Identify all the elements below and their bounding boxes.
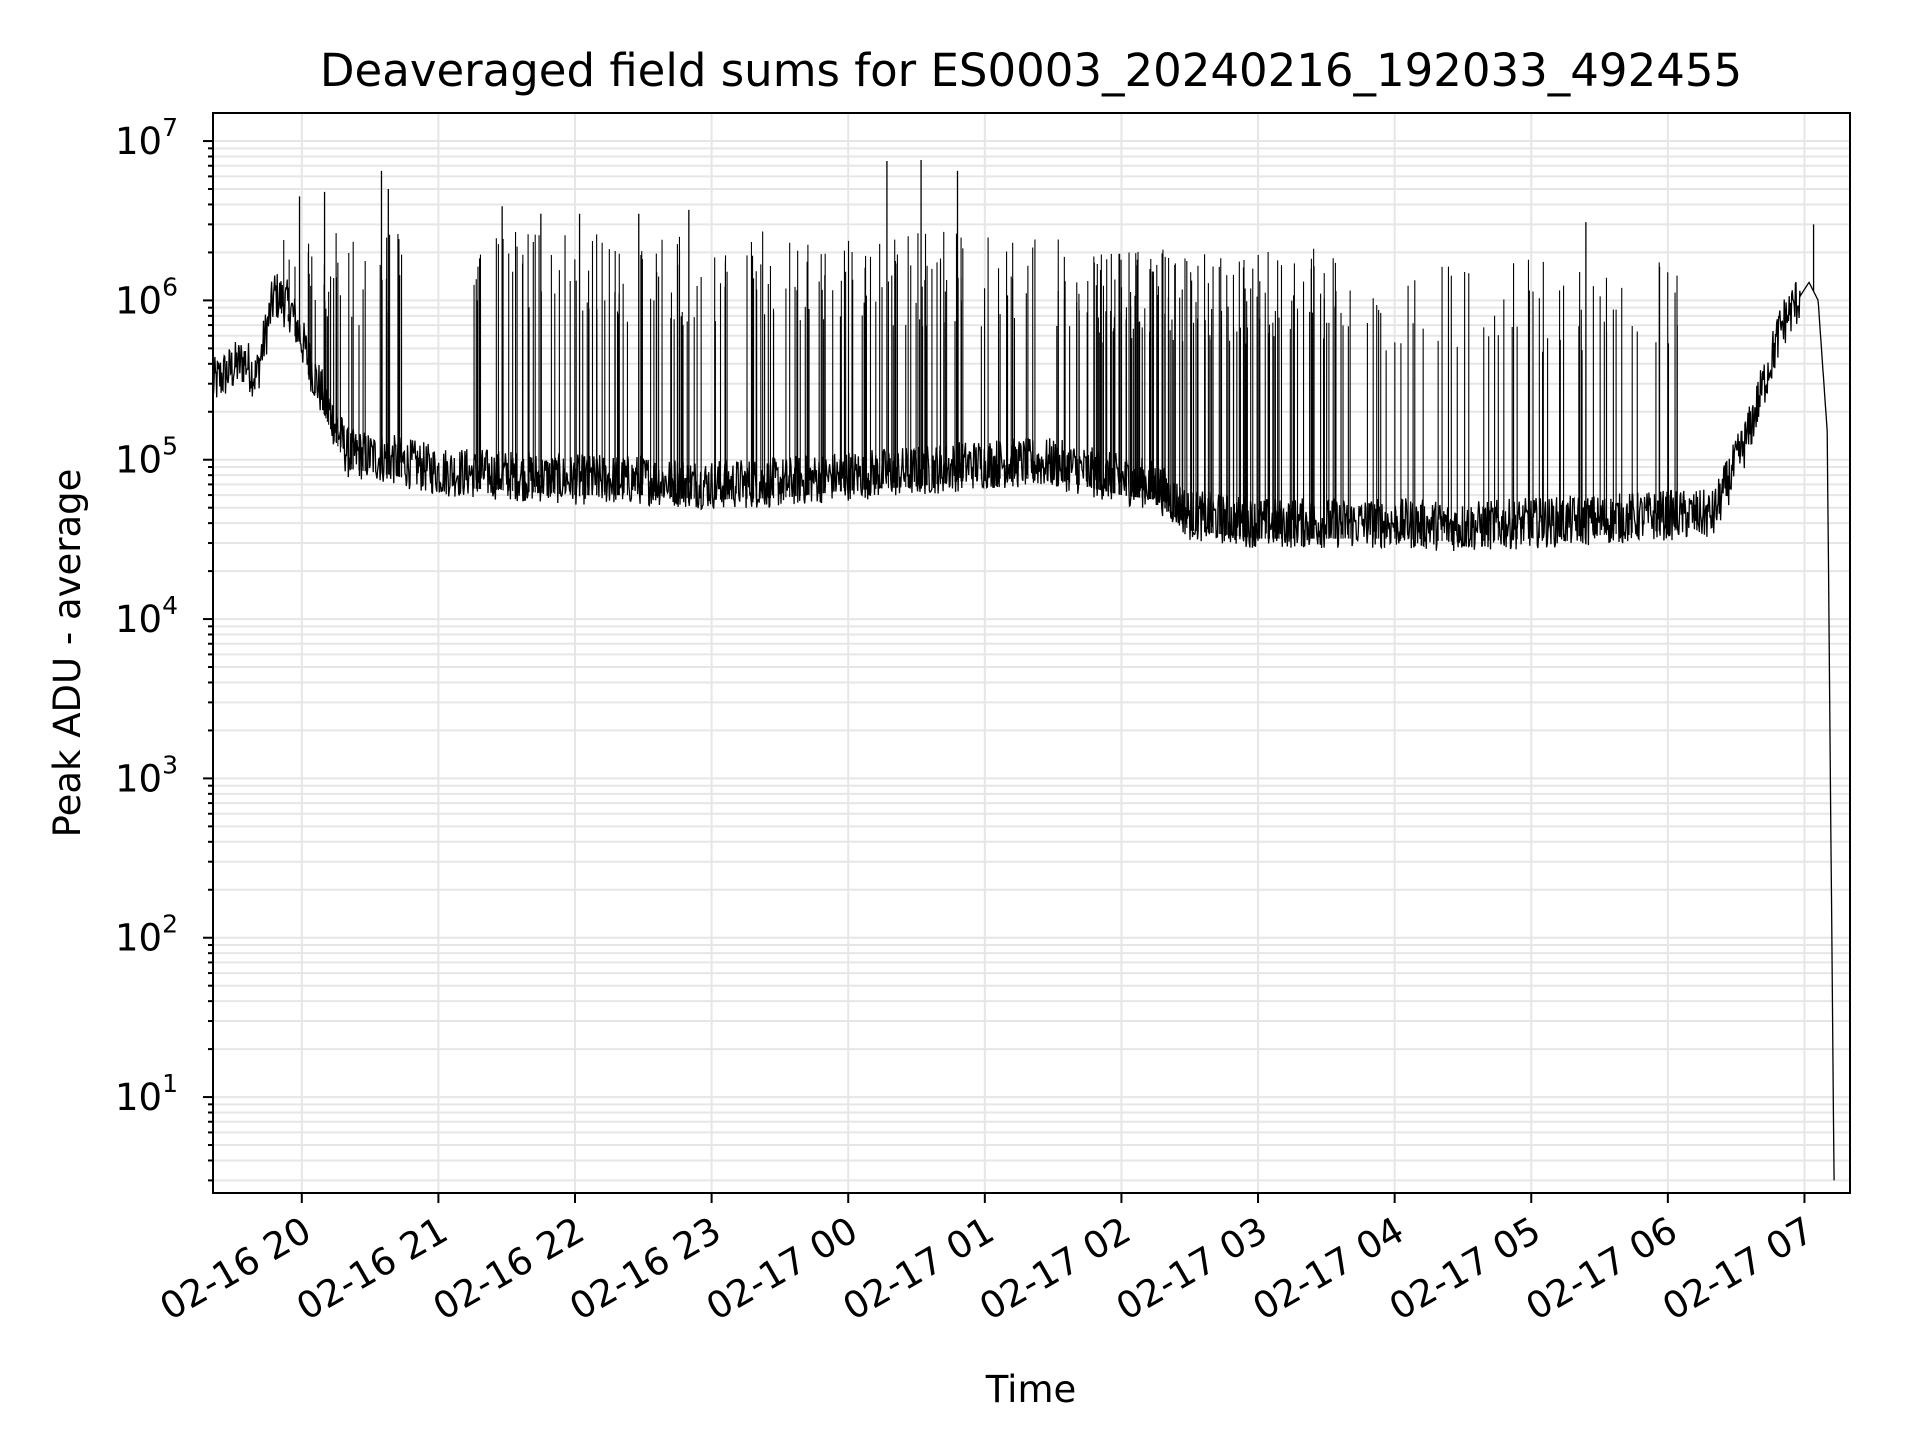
y-tick-labels: 101 102 103 104 105 106 107 [115,113,178,1119]
series-line [213,274,1835,1181]
y-tick-label: 106 [115,272,178,322]
y-tick-label: 105 [115,432,178,482]
y-tick-label: 101 [115,1069,178,1119]
y-tick-label: 103 [115,750,178,800]
x-axis-label: Time [985,1368,1077,1411]
y-tick-label: 104 [115,591,178,641]
ticks [203,140,1806,1203]
plot-area [213,160,1835,1181]
plot-frame [212,112,1851,1194]
chart-title: Deaveraged field sums for ES0003_2024021… [320,44,1742,97]
y-tick-label: 102 [115,910,178,960]
y-tick-label: 107 [115,113,178,163]
y-axis-label: Peak ADU - average [46,469,89,838]
spikes [283,160,1815,543]
grid [213,113,1850,1193]
